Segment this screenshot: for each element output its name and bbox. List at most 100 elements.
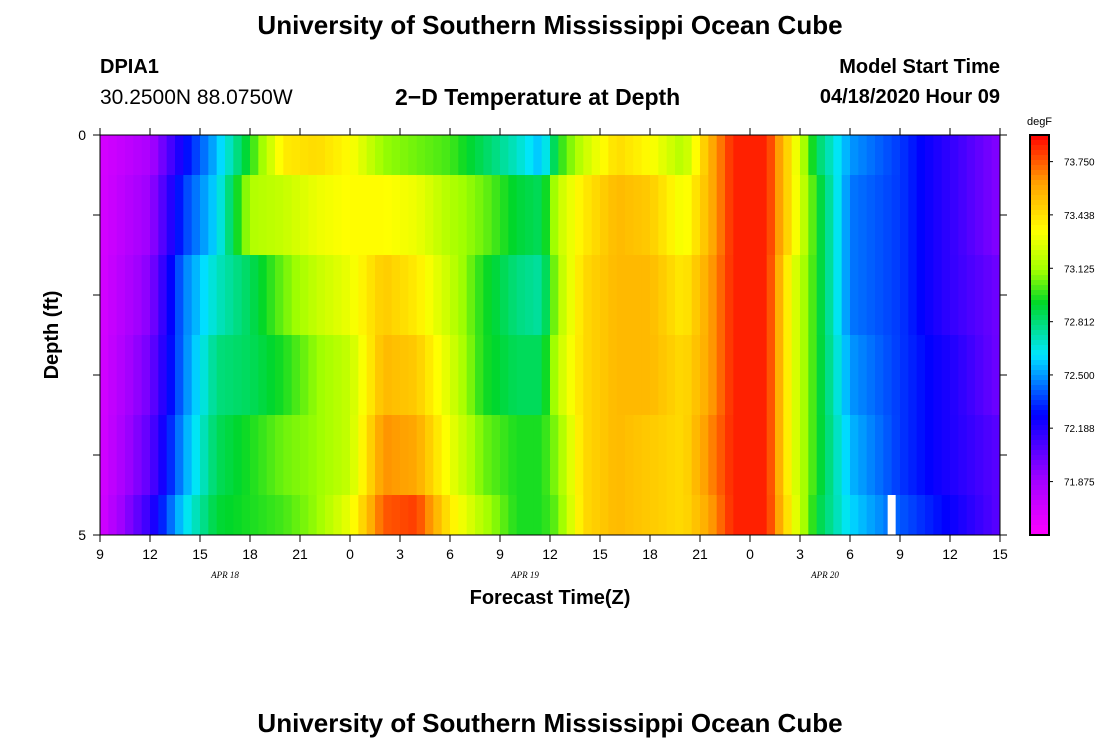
heatmap-cell — [425, 495, 434, 536]
heatmap-cell — [458, 335, 468, 416]
heatmap-cell — [750, 415, 759, 496]
heatmap-cell — [775, 495, 784, 536]
heatmap-cell — [366, 135, 376, 176]
heatmap-cell — [375, 495, 384, 536]
heatmap-cell — [583, 135, 593, 176]
heatmap-cell — [966, 495, 976, 536]
heatmap-cell — [158, 415, 168, 496]
colorbar-segment — [1030, 160, 1049, 166]
heatmap-cell — [858, 495, 868, 536]
heatmap-cell — [466, 135, 476, 176]
heatmap-cell — [758, 415, 768, 496]
heatmap-cell — [483, 335, 493, 416]
colorbar-segment — [1030, 495, 1049, 501]
heatmap-cell — [316, 175, 326, 256]
heatmap-cell — [925, 335, 934, 416]
heatmap-cell — [116, 415, 126, 496]
heatmap-cell — [300, 175, 309, 256]
heatmap-cell — [108, 415, 118, 496]
heatmap-cell — [275, 255, 284, 336]
heatmap-cell — [233, 135, 243, 176]
heatmap-cell — [308, 335, 318, 416]
heatmap-cell — [308, 415, 318, 496]
x-tick-label: 9 — [496, 546, 504, 562]
heatmap-cell — [750, 175, 759, 256]
heatmap-cell — [133, 175, 143, 256]
heatmap-cell — [816, 135, 826, 176]
heatmap-cell — [325, 135, 334, 176]
x-tick-label: 21 — [692, 546, 708, 562]
heatmap-cell — [766, 175, 776, 256]
heatmap-cell — [466, 255, 476, 336]
heatmap-cell — [150, 175, 159, 256]
heatmap-cell — [225, 255, 234, 336]
heatmap-cell — [183, 335, 193, 416]
heatmap-cell — [450, 255, 459, 336]
heatmap-cell — [800, 135, 809, 176]
heatmap-cell — [841, 415, 851, 496]
colorbar-unit: degF — [1027, 116, 1052, 128]
heatmap-cell — [541, 415, 551, 496]
heatmap-cell — [358, 135, 368, 176]
heatmap-cell — [350, 135, 359, 176]
heatmap-cell — [416, 335, 426, 416]
heatmap-cell — [975, 495, 984, 536]
heatmap-cell — [725, 175, 734, 256]
heatmap-cell — [325, 415, 334, 496]
heatmap-cell — [166, 495, 176, 536]
heatmap-cell — [500, 255, 509, 336]
heatmap-cell — [191, 175, 201, 256]
heatmap-cell — [133, 495, 143, 536]
heatmap-cell — [791, 495, 801, 536]
heatmap-cell — [375, 175, 384, 256]
heatmap-cell — [891, 335, 901, 416]
heatmap-cell — [458, 135, 468, 176]
heatmap-cell — [125, 255, 134, 336]
heatmap-cell — [125, 415, 134, 496]
heatmap-cell — [416, 415, 426, 496]
colorbar-segment — [1030, 390, 1049, 396]
heatmap-cell — [808, 335, 818, 416]
heatmap-cell — [266, 335, 276, 416]
heatmap-cell — [150, 255, 159, 336]
colorbar-segment — [1030, 415, 1049, 421]
heatmap-cell — [875, 335, 884, 416]
heatmap-cell — [550, 135, 559, 176]
heatmap-cell — [983, 255, 993, 336]
heatmap-cell — [475, 415, 484, 496]
heatmap-cell — [941, 135, 951, 176]
heatmap-cell — [566, 415, 576, 496]
heatmap-cell — [241, 175, 251, 256]
heatmap-cell — [116, 335, 126, 416]
heatmap-cell — [691, 175, 701, 256]
heatmap-cell — [991, 175, 1001, 256]
heatmap-cell — [300, 415, 309, 496]
heatmap-cell — [683, 255, 693, 336]
chart-subtitle: 2−D Temperature at Depth — [395, 84, 681, 110]
heatmap-cell — [408, 495, 418, 536]
colorbar-segment — [1030, 280, 1049, 286]
colorbar-segment — [1030, 500, 1049, 506]
heatmap-cell — [833, 175, 843, 256]
heatmap-cell — [258, 415, 268, 496]
colorbar-segment — [1030, 185, 1049, 191]
heatmap-cell — [233, 415, 243, 496]
heatmap-cell — [425, 415, 434, 496]
heatmap-cell — [766, 415, 776, 496]
heatmap-cell — [925, 255, 934, 336]
heatmap-cell — [275, 415, 284, 496]
heatmap-cell — [500, 415, 509, 496]
heatmap-cell — [133, 335, 143, 416]
colorbar-tick-label: 73.125 — [1064, 264, 1095, 275]
heatmap-cell — [600, 255, 609, 336]
heatmap-cell — [658, 255, 668, 336]
colorbar-segment — [1030, 360, 1049, 366]
heatmap-cell — [383, 415, 393, 496]
heatmap-cell — [625, 255, 634, 336]
colorbar-segment — [1030, 385, 1049, 391]
colorbar: degF 73.750 73.438 73.125 72.812 72.500 72.188… — [1027, 116, 1095, 536]
heatmap-cell — [850, 495, 859, 536]
heatmap-cell — [375, 335, 384, 416]
heatmap-cell — [900, 255, 909, 336]
heatmap-cell — [441, 415, 451, 496]
